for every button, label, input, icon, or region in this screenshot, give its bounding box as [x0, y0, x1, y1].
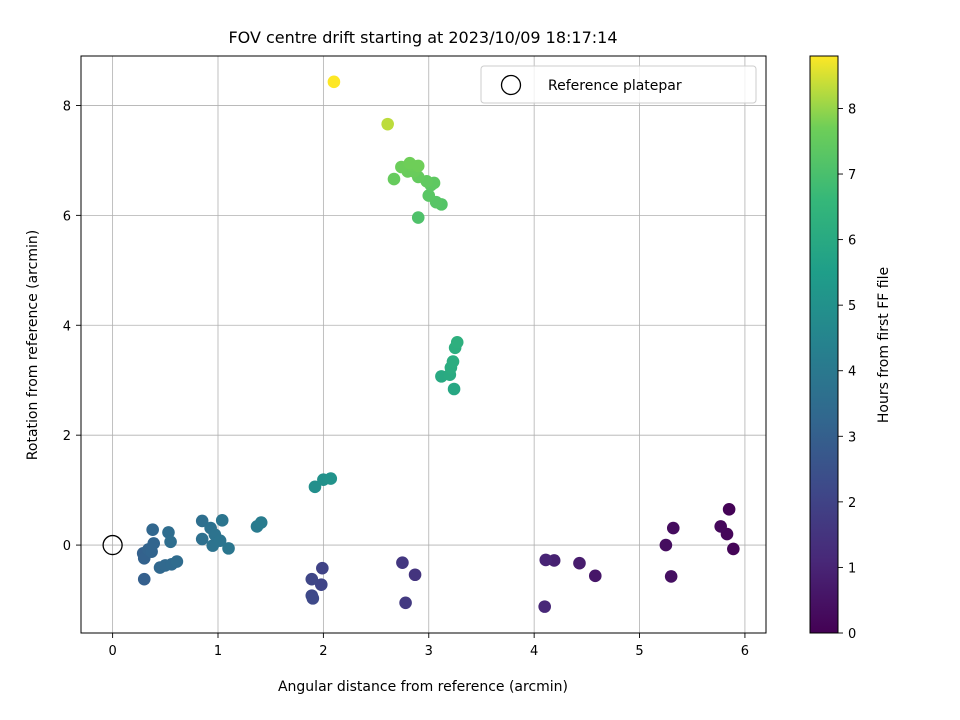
scatter-point [411, 159, 425, 173]
y-tick-label: 0 [63, 539, 71, 554]
scatter-point [447, 382, 461, 396]
scatter-point [666, 521, 680, 535]
scatter-point [195, 514, 209, 528]
x-axis-label: Angular distance from reference (arcmin) [278, 679, 568, 695]
colorbar-label: Hours from first FF file [876, 267, 892, 423]
scatter-point [538, 600, 551, 613]
scatter-point [659, 538, 673, 552]
scatter-point [381, 117, 394, 131]
scatter-point [316, 561, 329, 575]
scatter-point [215, 514, 229, 527]
scatter-point [147, 537, 161, 550]
scatter-point [722, 503, 736, 516]
colorbar-tick-label: 1 [848, 561, 856, 576]
x-tick-label: 3 [425, 644, 433, 659]
scatter-point [664, 570, 678, 583]
y-axis-ticks: 0 2 4 6 8 [63, 99, 81, 554]
colorbar [809, 55, 839, 634]
scatter-point [408, 568, 422, 582]
plot-frame [80, 55, 767, 634]
colorbar-ticks: 0 1 2 3 4 5 6 7 8 [838, 102, 856, 642]
scatter-point [314, 578, 328, 591]
colorbar-tick-label: 4 [848, 365, 856, 380]
y-tick-label: 2 [63, 429, 71, 444]
x-tick-label: 5 [635, 644, 643, 659]
y-axis-label: Rotation from reference (arcmin) [25, 230, 41, 460]
scatter-point [399, 596, 412, 610]
scatter-point [324, 472, 338, 485]
y-tick-label: 6 [63, 209, 71, 224]
x-tick-label: 2 [319, 644, 327, 659]
scatter-point [573, 556, 586, 570]
x-axis-ticks: 0 1 2 3 4 5 6 [108, 633, 749, 659]
legend: Reference platepar [480, 65, 757, 104]
scatter-point [422, 189, 436, 202]
scatter-point [254, 516, 268, 529]
colorbar-tick-label: 3 [848, 430, 856, 445]
scatter-point [308, 480, 322, 494]
scatter-point [387, 172, 401, 186]
scatter-point [170, 555, 184, 568]
x-tick-label: 1 [214, 644, 222, 659]
scatter-point [727, 542, 740, 556]
scatter-point [306, 592, 320, 605]
colorbar-tick-label: 0 [848, 627, 856, 642]
scatter-point [137, 572, 151, 586]
scatter-point [222, 542, 235, 555]
scatter-point [539, 553, 553, 567]
scatter-point [213, 534, 227, 547]
colorbar-tick-label: 6 [848, 234, 856, 249]
scatter-points [136, 75, 740, 613]
colorbar-tick-label: 2 [848, 496, 856, 511]
legend-marker [500, 74, 522, 96]
y-tick-label: 4 [63, 319, 71, 334]
scatter-point [195, 532, 209, 546]
scatter-point [446, 355, 460, 368]
chart-title: FOV centre drift starting at 2023/10/09 … [228, 28, 617, 47]
colorbar-tick-label: 7 [848, 168, 856, 183]
scatter-point [714, 520, 727, 533]
reference-platepar-marker [102, 534, 123, 556]
scatter-point [396, 556, 409, 569]
scatter-point [305, 572, 319, 586]
scatter-point [588, 569, 602, 583]
x-tick-label: 0 [108, 644, 116, 659]
scatter-point [450, 336, 464, 349]
scatter-point [411, 211, 425, 224]
legend-entry: Reference platepar [548, 78, 682, 94]
x-tick-label: 6 [741, 644, 749, 659]
y-tick-label: 8 [63, 99, 71, 114]
x-tick-label: 4 [530, 644, 538, 659]
colorbar-tick-label: 5 [848, 299, 856, 314]
legend-box [480, 65, 757, 104]
scatter-point [164, 535, 177, 549]
scatter-point [327, 75, 341, 89]
scatter-point [146, 523, 159, 536]
colorbar-tick-label: 8 [848, 102, 856, 117]
plot-area [81, 56, 766, 633]
